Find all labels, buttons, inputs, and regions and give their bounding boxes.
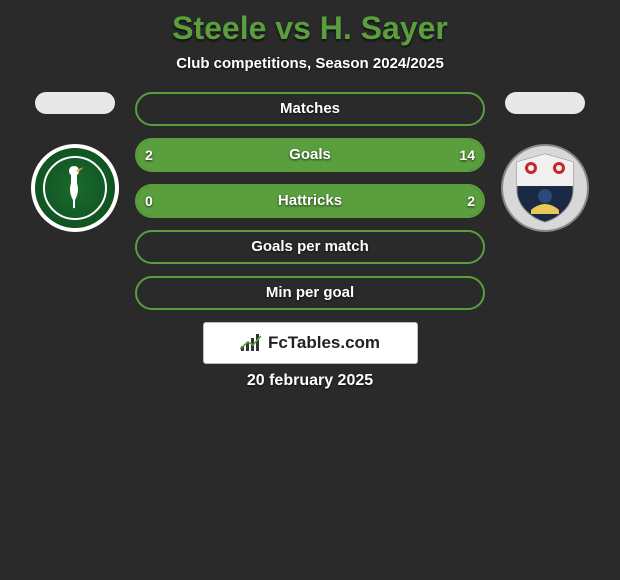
main-row: MatchesGoals214Hattricks02Goals per matc… [0, 92, 620, 310]
bar-chart-icon [240, 334, 262, 352]
stats-column: MatchesGoals214Hattricks02Goals per matc… [135, 92, 485, 310]
stat-value-left: 0 [137, 186, 161, 216]
stat-label: Matches [137, 94, 483, 124]
page-title: Steele vs H. Sayer [0, 10, 620, 47]
left-player-name-pill [35, 92, 115, 114]
stat-bar: Matches [135, 92, 485, 126]
stat-bar: Min per goal [135, 276, 485, 310]
heron-icon [62, 164, 88, 210]
shield-icon [513, 152, 577, 224]
comparison-card: Steele vs H. Sayer Club competitions, Se… [0, 0, 620, 390]
stat-value-right: 2 [459, 186, 483, 216]
stat-label: Goals per match [137, 232, 483, 262]
subtitle: Club competitions, Season 2024/2025 [0, 55, 620, 72]
stat-bar: Goals per match [135, 230, 485, 264]
stat-label: Hattricks [137, 186, 483, 216]
stat-bar: Hattricks0 2 [135, 184, 485, 218]
stat-label: Min per goal [137, 278, 483, 308]
right-player-col [495, 92, 595, 232]
left-club-badge [31, 144, 119, 232]
stat-bar: Goals2 14 [135, 138, 485, 172]
attribution-text: FcTables.com [268, 333, 380, 353]
left-player-col [25, 92, 125, 232]
stat-value-left: 2 [137, 140, 161, 170]
right-player-name-pill [505, 92, 585, 114]
stat-label: Goals [137, 140, 483, 170]
date-text: 20 february 2025 [0, 372, 620, 390]
attribution-logo[interactable]: FcTables.com [203, 322, 418, 364]
right-club-badge [501, 144, 589, 232]
stat-value-right: 14 [451, 140, 483, 170]
